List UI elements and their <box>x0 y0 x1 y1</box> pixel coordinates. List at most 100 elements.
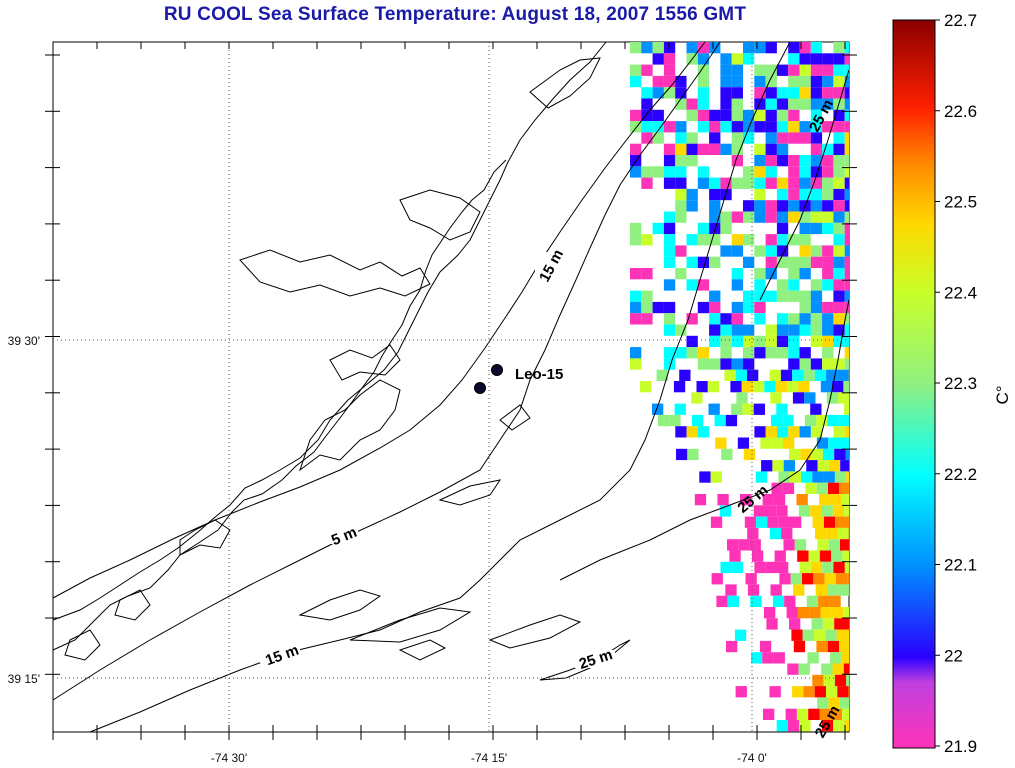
sst-pixel <box>754 211 766 223</box>
station-marker-north <box>491 364 503 376</box>
sst-pixel <box>794 539 807 551</box>
sst-pixel <box>844 720 849 732</box>
sst-pixel <box>697 42 710 54</box>
sst-pixel <box>833 222 845 235</box>
sst-pixel <box>844 313 849 325</box>
sst-pixel <box>736 392 748 404</box>
sst-pixel <box>686 143 698 155</box>
sst-pixel <box>822 245 834 257</box>
sst-pixel <box>819 708 831 720</box>
sst-pixel <box>630 358 642 370</box>
sst-pixel <box>765 211 777 223</box>
colorbar-ticks: 22.7 22.6 22.5 22.4 22.3 22.2 22.1 22 21.9 <box>935 11 977 756</box>
sst-pixel <box>828 697 840 709</box>
sst-pixel <box>810 313 823 325</box>
sst-pixel <box>827 414 839 427</box>
y-tick-label-2: 39 15' <box>8 672 40 686</box>
sst-pixel <box>788 155 800 167</box>
sst-pixel <box>765 256 777 268</box>
sst-pixel <box>810 109 823 122</box>
sst-pixel <box>652 87 664 99</box>
sst-pixel <box>663 211 676 223</box>
sst-pixel <box>808 708 820 720</box>
sst-pixel <box>686 132 698 144</box>
sst-pixel <box>819 494 831 506</box>
colorbar-tick-label: 22.3 <box>944 374 977 393</box>
sst-pixel <box>806 460 818 472</box>
sst-pixel <box>720 177 732 189</box>
sst-pixel <box>686 279 698 291</box>
sst-pixel <box>844 234 849 246</box>
sst-pixel <box>834 471 847 483</box>
sst-pixel <box>663 279 676 291</box>
sst-pixel <box>842 708 849 720</box>
sst-pixel <box>752 550 764 562</box>
sst-pixel <box>630 222 642 235</box>
sst-pixel <box>776 109 789 122</box>
sst-pixel <box>765 132 777 144</box>
sst-pixel <box>822 222 834 235</box>
sst-pixel <box>765 335 777 348</box>
sst-pixel <box>833 121 845 133</box>
sst-pixel <box>799 188 811 201</box>
sst-pixel <box>731 268 743 280</box>
sst-pixel <box>844 177 849 189</box>
sst-pixel <box>663 143 676 155</box>
sst-pixel <box>844 561 849 574</box>
sst-pixel <box>823 516 836 528</box>
sst-pixel <box>844 42 849 54</box>
sst-pixel <box>731 245 743 257</box>
sst-pixel <box>770 584 782 596</box>
sst-pixel <box>707 381 720 393</box>
sst-pixel <box>754 268 766 280</box>
sst-pixel <box>721 448 733 461</box>
sst-pixel <box>663 155 676 167</box>
sst-pixel <box>833 132 845 144</box>
sst-pixel <box>844 290 849 302</box>
sst-pixel <box>802 629 814 641</box>
sst-pixel <box>811 448 823 461</box>
sst-pixel <box>747 527 759 540</box>
sst-pixel <box>831 607 844 619</box>
sst-pixel <box>714 414 726 427</box>
sst-pixel <box>765 268 777 280</box>
sst-pixel <box>641 301 653 314</box>
sst-pixel <box>847 629 849 641</box>
sst-pixel <box>788 268 800 280</box>
sst-pixel <box>765 245 777 257</box>
sst-pixel <box>833 313 845 325</box>
sst-pixel <box>814 369 827 381</box>
sst-pixel <box>776 505 788 517</box>
sst-pixel <box>788 75 800 88</box>
sst-pixel <box>709 256 721 268</box>
sst-pixel <box>799 75 811 88</box>
sst-pixel <box>765 109 777 122</box>
sst-pixel <box>798 505 811 517</box>
sst-pixel <box>630 109 642 122</box>
sst-pixel <box>765 121 777 133</box>
sst-pixel <box>796 494 808 506</box>
sst-pixel <box>673 381 686 393</box>
sst-pixel <box>822 335 834 348</box>
sst-pixel <box>810 177 823 189</box>
sst-pixel <box>674 403 686 415</box>
sst-pixel <box>630 166 642 178</box>
sst-pixel <box>630 42 642 54</box>
sst-pixel <box>675 347 687 359</box>
sst-pixel <box>663 53 676 65</box>
sst-pixel <box>844 324 849 336</box>
sst-pixel <box>788 42 800 54</box>
sst-pixel <box>720 64 732 76</box>
sst-pixel <box>814 629 826 641</box>
sst-pixel <box>799 426 811 438</box>
sst-pixel <box>833 53 845 65</box>
sst-pixel <box>731 211 743 223</box>
sst-pixel <box>719 505 732 517</box>
sst-pixel <box>798 663 810 675</box>
sst-pixel <box>731 177 743 189</box>
sst-pixel <box>709 200 721 212</box>
sst-pixel <box>776 64 789 76</box>
sst-pixel <box>663 75 676 88</box>
sst-pixel <box>765 42 777 54</box>
sst-pixel <box>765 324 777 336</box>
